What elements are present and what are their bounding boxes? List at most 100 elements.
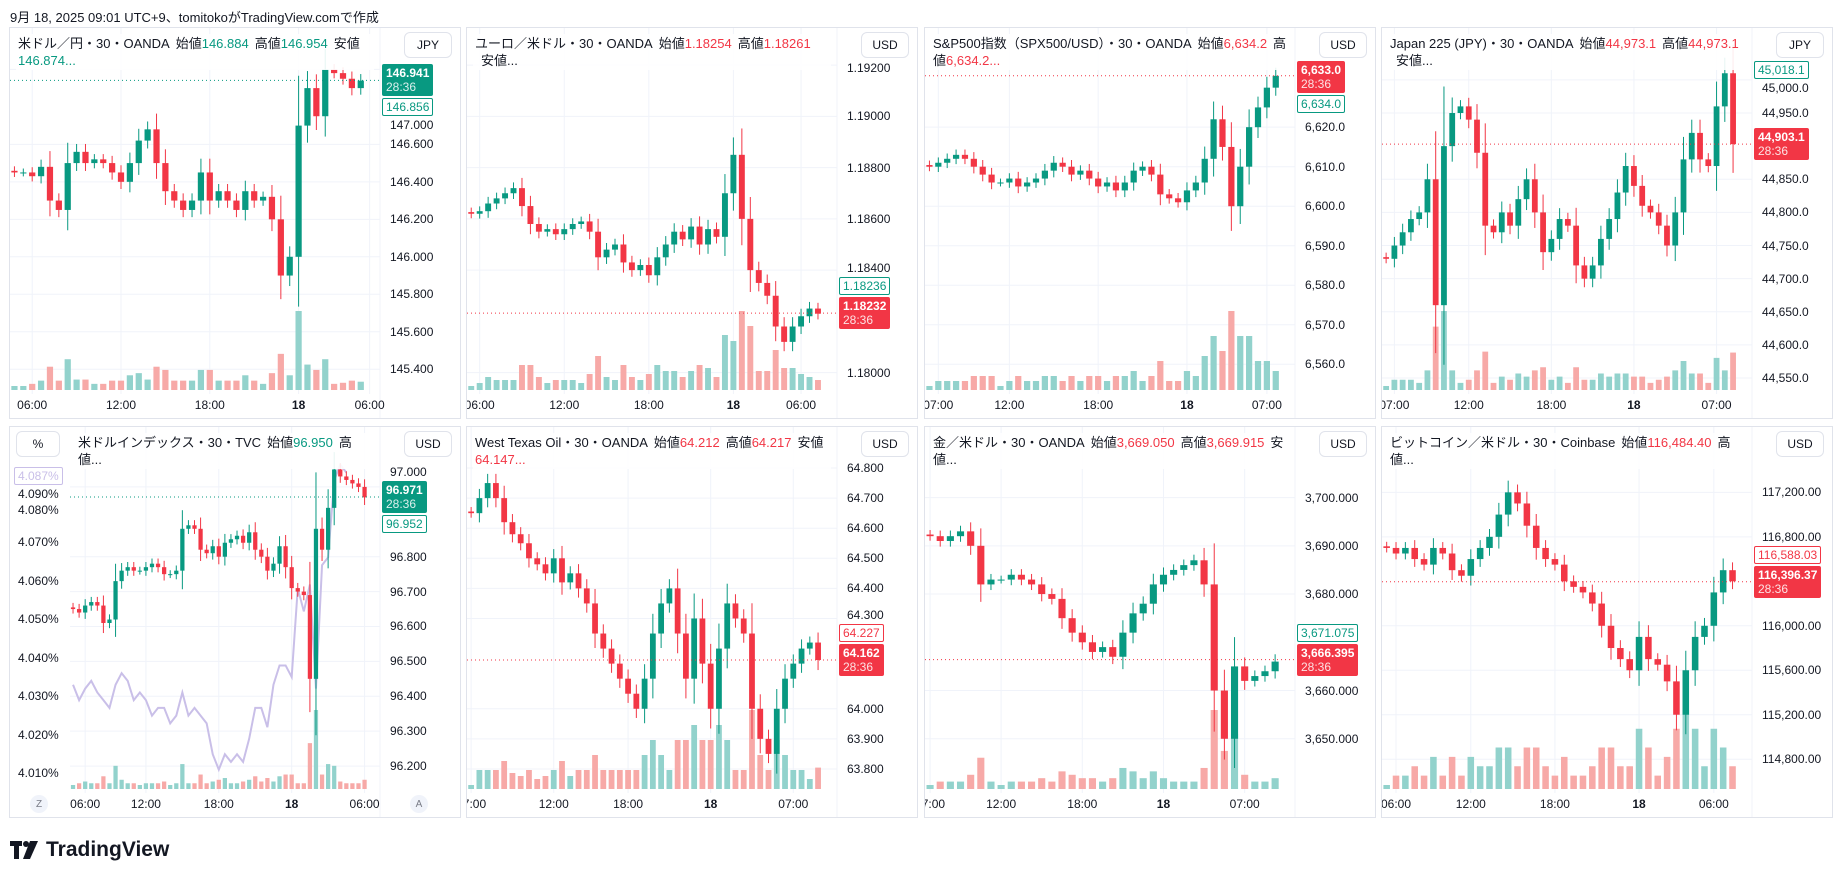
candle-body [206,172,213,201]
symbol-title[interactable]: Japan 225 (JPY)・30・OANDA [1390,36,1574,51]
chart-panel-eurusd[interactable]: 1.18232 28:36 1.18236 1.19200 1.19000 1.18800… [466,27,918,419]
volume-bar [1673,728,1680,789]
volume-bar [1399,379,1406,390]
candle-body [1654,659,1662,665]
chart-panel-btcusd[interactable]: 116,396.37 28:36 116,588.03 117,200.00 116,8… [1381,426,1833,818]
candle-body [1424,179,1431,213]
volume-bar [1129,771,1137,789]
price-axis-label: 115,200.00 [1762,707,1822,722]
volume-bar [806,377,813,390]
symbol-title[interactable]: ユーロ／米ドル・30・OANDA [475,36,653,51]
chart-canvas[interactable] [925,28,1376,419]
chart-panel-dxy[interactable]: 96.971 28:36 96.952 97.000 96.800 96.700 96.60… [9,426,461,818]
time-axis-label: 06:00 [354,398,385,412]
symbol-title[interactable]: 米ドル／円・30・OANDA [18,36,170,51]
price-axis-label: 3,700.000 [1305,490,1359,505]
volume-bar [210,781,215,789]
volume-bar [1561,756,1568,789]
candle-body [988,174,995,183]
currency-button[interactable]: JPY [1776,32,1824,58]
symbol-title[interactable]: ビットコイン／米ドル・30・Coinbase [1390,435,1616,450]
candle-body [348,78,355,89]
symbol-title[interactable]: 金／米ドル・30・OANDA [933,435,1085,450]
volume-bar [757,755,764,789]
last-price-label: 1.18232 28:36 [839,297,891,330]
currency-button[interactable]: USD [861,32,909,58]
currency-button[interactable]: USD [1319,431,1367,457]
price-axis-label: 6,590.0 [1305,238,1346,253]
candle-body [1523,503,1531,526]
volume-bar [1210,336,1217,390]
chart-panel-jp225[interactable]: 44,903.1 28:36 45,018.1 45,000.0 44,950.0 44,… [1381,27,1833,419]
volume-bar [967,774,975,789]
candle-body [671,231,678,245]
tradingview-logo[interactable]: TradingView [10,838,169,862]
volume-bar [738,311,745,390]
candle-body [493,483,499,499]
chart-panel-spx500[interactable]: 6,633.0 28:36 6,634.0 6,620.0 6,610.0 6,600.0… [924,27,1376,419]
volume-bar [89,783,94,789]
volume-bar [569,380,576,390]
volume-bar [806,779,813,789]
currency-button[interactable]: USD [404,431,452,457]
candle-body [113,581,118,620]
candle-body [1705,159,1712,167]
currency-button[interactable]: USD [1319,32,1367,58]
chart-canvas[interactable] [925,427,1376,818]
percent-scale-button[interactable]: % [16,431,60,457]
chart-canvas[interactable] [10,427,461,818]
currency-button[interactable]: USD [1776,431,1824,457]
volume-bar [1254,361,1262,390]
left-axis-label: 4.030% [18,689,59,704]
volume-bar [1411,766,1418,789]
volume-bar [575,770,582,789]
candle-body [192,525,197,529]
chart-panel-xauusd[interactable]: 3,666.395 28:36 3,671.075 3,700.000 3,690.00… [924,426,1376,818]
volume-bar [83,781,88,789]
volume-bar [1514,766,1521,789]
symbol-title[interactable]: 米ドルインデックス・30・TVC [78,435,262,450]
volume-bar [1271,778,1279,789]
volume-bar [1688,373,1695,390]
candle-body [1441,146,1447,306]
price-axis-label: 44,600.0 [1762,337,1809,352]
candle-body [721,193,728,237]
candle-body [1710,592,1718,626]
chart-canvas[interactable] [1382,427,1833,818]
candle-body [765,738,772,754]
volume-bar [600,770,607,789]
volume-bar [926,386,933,390]
candle-body [683,633,689,679]
ohlc-value: 3,669.915 [1206,435,1265,450]
candle-body [747,218,754,271]
volume-bar [716,725,722,789]
volume-bar [135,373,142,390]
candle-body [101,605,106,623]
candle-body [749,633,755,709]
volume-bar [1190,781,1198,789]
symbol-title[interactable]: S&P500指数（SPX500/USD）・30・OANDA [933,36,1192,51]
candle-body [1573,225,1580,266]
chart-panel-wti[interactable]: 64.162 28:36 64.227 64.800 64.700 64.600 64.50… [466,426,918,818]
currency-button[interactable]: USD [861,431,909,457]
volume-bar [64,359,71,390]
candle-body [1200,560,1208,585]
candle-body [1192,182,1199,191]
chart-canvas[interactable] [467,427,918,818]
volume-bar [240,781,246,789]
volume-bar [82,379,89,390]
volume-bar [1631,376,1637,390]
volume-bar [137,785,142,789]
volume-bar [1532,747,1540,789]
chart-panel-usdjpy[interactable]: 146.941 28:36 146.856 147.000 146.600 146.400… [9,27,461,419]
symbol-title[interactable]: West Texas Oil・30・OANDA [475,435,648,450]
time-axis-label: 06:00 [1698,797,1729,811]
auto-scale-button[interactable]: A [410,795,428,813]
candle-body [790,663,797,679]
auto-scale-left-button[interactable]: Z [30,795,48,813]
time-axis-label: 18:00 [1536,398,1567,412]
chart-canvas[interactable] [1382,28,1833,419]
candle-body [319,528,325,550]
candle-body [936,536,944,541]
currency-button[interactable]: JPY [404,32,452,58]
